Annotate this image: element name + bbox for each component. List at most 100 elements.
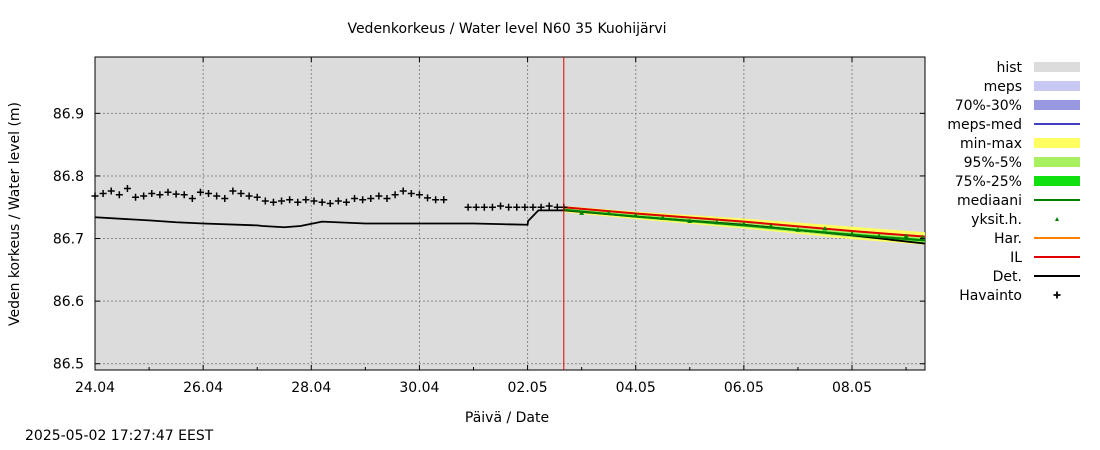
legend-swatch [1034,138,1080,148]
observation-point [383,194,391,202]
x-tick-label: 28.04 [291,380,331,396]
observation-point [432,196,440,204]
legend-swatch [1034,100,1080,110]
observation-point [286,196,294,204]
legend-label: Havainto [959,288,1022,304]
observation-point [424,194,432,202]
observation-point [99,189,107,197]
legend-label: mediaani [957,193,1022,209]
x-axis-label: Päivä / Date [465,410,549,426]
legend: hist meps 70%-30% meps-med min-max 95%-5% 75%-… [947,60,1080,304]
observation-point [391,191,399,199]
single-member-point [741,221,747,227]
observation-point [464,203,472,211]
observation-point [221,194,229,202]
legend-label: Det. [993,269,1022,285]
legend-label: meps [984,79,1022,95]
legend-label: 75%-25% [955,174,1022,190]
x-tick-label: 26.04 [183,380,223,396]
observation-point [480,203,488,211]
legend-swatch [1055,217,1059,221]
observation-point [205,189,213,197]
line-il [563,206,926,238]
legend-swatch [1053,291,1061,299]
observation-point [399,187,407,195]
observation-point [488,203,496,211]
legend-label: 70%-30% [955,98,1022,114]
single-member-point [822,226,828,231]
observation-point [440,196,448,204]
legend-label: Har. [994,231,1022,247]
single-member-point [795,227,801,232]
single-member-point [849,231,855,236]
observation-point [529,203,537,211]
plot-area [94,56,926,371]
observation-point [415,191,423,199]
observation-point [91,192,99,200]
y-tick-label: 86.8 [53,169,84,185]
y-axis-label: Veden korkeus / Water level (m) [7,102,23,326]
observation-point [172,190,180,198]
observation-point [123,184,131,192]
observation-point [359,196,367,204]
x-tick-label: 30.04 [399,380,439,396]
single-member-point [714,219,720,225]
x-tick-label: 04.05 [616,380,656,396]
x-axis-ticks: 24.04 26.04 28.04 30.04 02.05 04.05 06.05 08.05 [75,57,907,396]
single-member-point [633,212,639,218]
observation-point [237,189,245,197]
legend-label: IL [1010,250,1022,266]
observation-point [513,203,521,211]
single-member-point [768,223,774,229]
observation-point [148,189,156,197]
observation-point [278,197,286,205]
observation-point [302,196,310,204]
observation-point [472,203,480,211]
observation-point [545,202,553,210]
legend-label: min-max [960,136,1022,152]
single-member-point [687,218,693,224]
observation-point [310,197,318,205]
observation-point [326,199,334,207]
legend-label: meps-med [947,117,1022,133]
observation-point [140,192,148,200]
single-member-point [606,210,612,215]
observation-point [180,191,188,199]
single-member-point [579,210,585,215]
observation-point [553,203,561,211]
x-tick-label: 06.05 [724,380,764,396]
single-member-point [903,233,909,239]
y-axis-ticks: 86.5 86.6 86.7 86.8 86.9 [53,106,925,373]
legend-swatch [1034,176,1080,186]
observation-point [407,189,415,197]
observation-point [261,197,269,205]
observation-point [505,203,513,211]
observation-point [318,198,326,206]
observation-point [367,194,375,202]
observation-point [196,188,204,196]
timestamp: 2025-05-02 17:27:47 EEST [25,428,214,444]
observation-point [537,203,545,211]
x-tick-label: 08.05 [832,380,872,396]
legend-swatch [1034,157,1080,167]
observation-point [188,194,196,202]
observation-point [245,192,253,200]
legend-label: hist [996,60,1022,76]
observation-point [132,193,140,201]
observation-point [164,188,172,196]
observation-point [342,198,350,206]
legend-label: yksit.h. [971,212,1022,228]
chart-title: Vedenkorkeus / Water level N60 35 Kuohij… [347,21,666,37]
y-tick-label: 86.9 [53,106,84,122]
observation-point [294,198,302,206]
y-tick-label: 86.5 [53,357,84,373]
observation-point [213,192,221,200]
legend-swatch [1034,81,1080,91]
single-member-point [660,215,666,220]
observation-point [253,193,261,201]
observation-point [334,197,342,205]
observation-point [497,202,505,210]
observation-point [156,191,164,199]
observation-point [115,191,123,199]
